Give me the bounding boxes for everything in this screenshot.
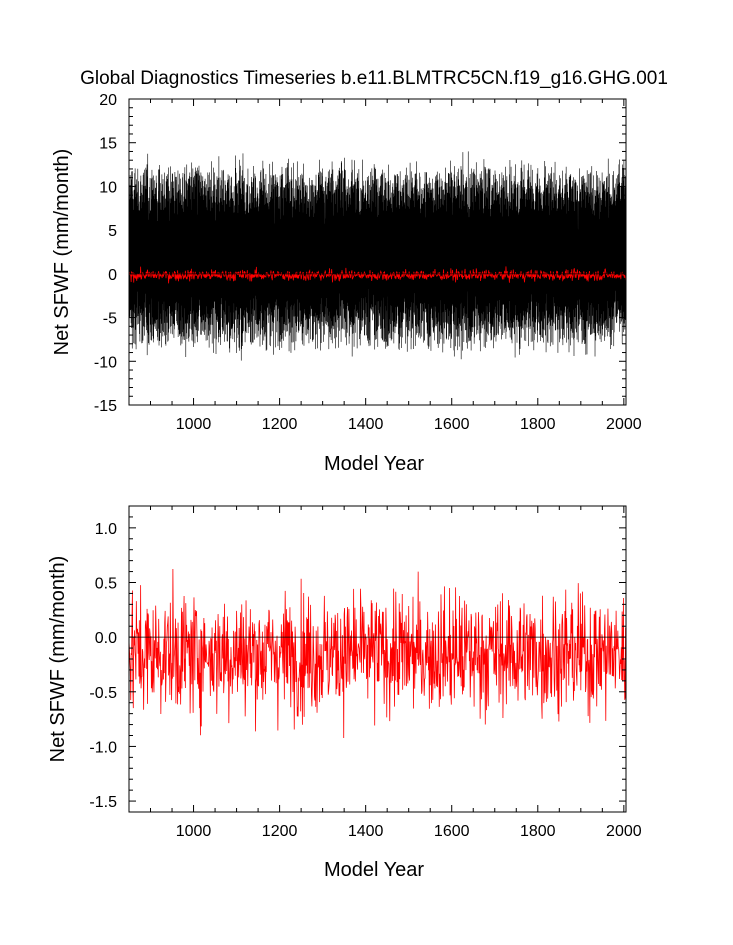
- series-line-annual-mean: [128, 266, 627, 284]
- top-panel: Global Diagnostics Timeseries b.e11.BLMT…: [51, 68, 668, 475]
- chart-title: Global Diagnostics Timeseries b.e11.BLMT…: [80, 68, 668, 89]
- x-tick-label: 2000: [606, 416, 642, 433]
- x-tick-label: 1000: [176, 823, 212, 840]
- bottom-x-axis-label: Model Year: [324, 859, 424, 881]
- y-tick-label: -1.0: [89, 739, 117, 756]
- top-plot-frame: [128, 98, 627, 406]
- series-line-monthly: [128, 151, 627, 361]
- top-axes-group: 1000 1200 1400 1600 1800 2000 -15 -10 -5 0 5 10 15 20: [94, 92, 642, 433]
- y-tick-label: 0.0: [95, 630, 117, 647]
- y-tick-label: -1.5: [89, 794, 117, 811]
- y-tick-label: -10: [94, 354, 117, 371]
- x-tick-label: 1600: [434, 823, 470, 840]
- y-tick-label: 1.0: [95, 521, 117, 538]
- x-tick-label: 1800: [520, 416, 556, 433]
- x-tick-label: 1200: [262, 416, 298, 433]
- y-tick-label: 15: [99, 136, 117, 153]
- bottom-axes-group: 1000 1200 1400 1600 1800 2000 -1.5 -1.0 -0.5 0.0 0…: [89, 505, 642, 840]
- series-line-annual-mean: [128, 568, 627, 739]
- x-tick-label: 1400: [348, 823, 384, 840]
- bottom-series-group: [128, 568, 627, 739]
- x-tick-label: 1600: [434, 416, 470, 433]
- top-y-axis-label: Net SFWF (mm/month): [51, 149, 73, 356]
- top-x-axis-label: Model Year: [324, 453, 424, 475]
- y-tick-label: 0: [108, 267, 117, 284]
- y-tick-label: -5: [103, 311, 117, 328]
- bottom-y-axis-label: Net SFWF (mm/month): [47, 556, 69, 763]
- x-tick-label: 1400: [348, 416, 384, 433]
- y-tick-label: 0.5: [95, 576, 117, 593]
- x-tick-label: 1800: [520, 823, 556, 840]
- x-tick-label: 1200: [262, 823, 298, 840]
- y-tick-label: 20: [99, 92, 117, 109]
- y-tick-label: -15: [94, 398, 117, 415]
- y-tick-label: 5: [108, 223, 117, 240]
- x-tick-label: 2000: [606, 823, 642, 840]
- x-tick-label: 1000: [176, 416, 212, 433]
- y-tick-label: 10: [99, 179, 117, 196]
- top-series-group: [128, 151, 627, 361]
- bottom-panel: 1000 1200 1400 1600 1800 2000 -1.5 -1.0 -0.5 0.0 0…: [47, 505, 642, 881]
- y-tick-label: -0.5: [89, 685, 117, 702]
